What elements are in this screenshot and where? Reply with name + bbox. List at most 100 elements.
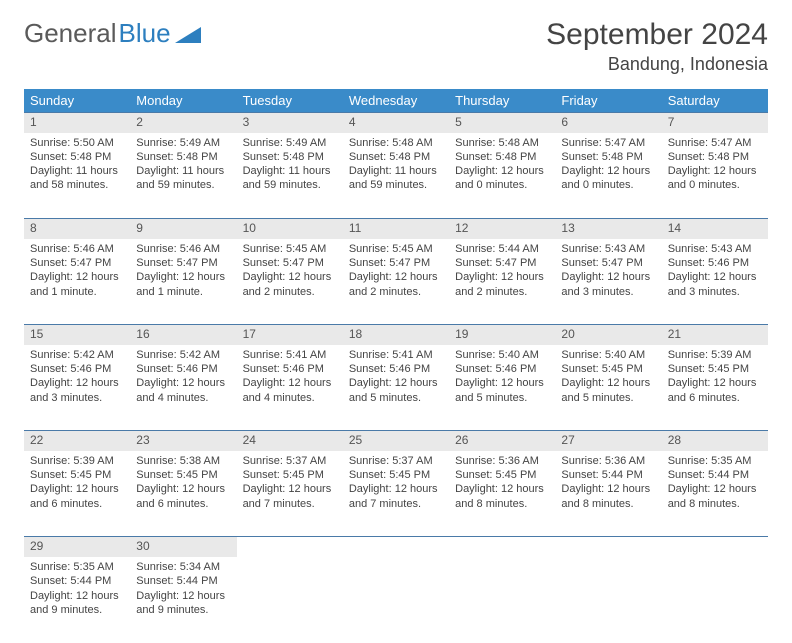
day-content-cell [662,557,768,643]
day-info-line: Sunrise: 5:37 AM [349,454,443,468]
day-info-line: Sunrise: 5:42 AM [136,348,230,362]
day-content-cell: Sunrise: 5:42 AMSunset: 5:46 PMDaylight:… [130,345,236,431]
day-content-cell: Sunrise: 5:45 AMSunset: 5:47 PMDaylight:… [237,239,343,325]
day-number-cell: 2 [130,113,236,133]
day-info-line: Sunset: 5:47 PM [243,256,337,270]
day-content-cell: Sunrise: 5:50 AMSunset: 5:48 PMDaylight:… [24,133,130,219]
day-info-line: Sunset: 5:45 PM [455,468,549,482]
day-number-row: 15161718192021 [24,325,768,345]
day-content-cell: Sunrise: 5:35 AMSunset: 5:44 PMDaylight:… [662,451,768,537]
day-content-cell: Sunrise: 5:41 AMSunset: 5:46 PMDaylight:… [237,345,343,431]
day-number-cell: 30 [130,537,236,557]
day-content-cell [555,557,661,643]
day-info-line: and 6 minutes. [30,497,124,511]
day-info-line: Sunrise: 5:34 AM [136,560,230,574]
day-number-cell: 26 [449,431,555,451]
logo-triangle-icon [175,25,201,43]
header: GeneralBlue September 2024 Bandung, Indo… [24,18,768,75]
day-info-line: and 5 minutes. [349,391,443,405]
day-info-line: Sunrise: 5:39 AM [668,348,762,362]
day-info-line: Sunset: 5:47 PM [30,256,124,270]
day-number-cell: 7 [662,113,768,133]
day-content-cell: Sunrise: 5:47 AMSunset: 5:48 PMDaylight:… [662,133,768,219]
day-info-line: Sunrise: 5:41 AM [349,348,443,362]
day-info-line: and 4 minutes. [136,391,230,405]
day-info-line: Sunset: 5:48 PM [30,150,124,164]
day-info-line: and 59 minutes. [243,178,337,192]
weekday-header: Sunday [24,89,130,113]
day-info-line: Sunrise: 5:49 AM [243,136,337,150]
day-content-cell: Sunrise: 5:38 AMSunset: 5:45 PMDaylight:… [130,451,236,537]
day-info-line: Sunset: 5:45 PM [136,468,230,482]
day-content-cell: Sunrise: 5:37 AMSunset: 5:45 PMDaylight:… [237,451,343,537]
day-number-row: 2930 [24,537,768,557]
day-content-cell: Sunrise: 5:48 AMSunset: 5:48 PMDaylight:… [343,133,449,219]
day-info-line: Sunrise: 5:41 AM [243,348,337,362]
day-info-line: Daylight: 11 hours [30,164,124,178]
day-info-line: Daylight: 12 hours [455,270,549,284]
day-number-cell: 4 [343,113,449,133]
day-info-line: Daylight: 12 hours [455,482,549,496]
day-number-cell [555,537,661,557]
day-info-line: Sunset: 5:48 PM [668,150,762,164]
day-content-cell: Sunrise: 5:46 AMSunset: 5:47 PMDaylight:… [130,239,236,325]
day-content-row: Sunrise: 5:39 AMSunset: 5:45 PMDaylight:… [24,451,768,537]
day-info-line: Sunset: 5:48 PM [561,150,655,164]
day-info-line: and 9 minutes. [136,603,230,617]
title-block: September 2024 Bandung, Indonesia [546,18,768,75]
day-content-cell [449,557,555,643]
day-number-cell: 16 [130,325,236,345]
day-number-cell: 8 [24,219,130,239]
day-info-line: Sunset: 5:48 PM [136,150,230,164]
day-info-line: Sunset: 5:44 PM [561,468,655,482]
day-content-cell: Sunrise: 5:40 AMSunset: 5:46 PMDaylight:… [449,345,555,431]
day-info-line: Sunrise: 5:45 AM [349,242,443,256]
day-info-line: Daylight: 11 hours [243,164,337,178]
day-info-line: Sunset: 5:47 PM [561,256,655,270]
weekday-header: Wednesday [343,89,449,113]
day-content-cell: Sunrise: 5:47 AMSunset: 5:48 PMDaylight:… [555,133,661,219]
day-info-line: Sunset: 5:46 PM [668,256,762,270]
day-number-cell: 12 [449,219,555,239]
day-info-line: Sunrise: 5:46 AM [136,242,230,256]
weekday-header-row: SundayMondayTuesdayWednesdayThursdayFrid… [24,89,768,113]
day-info-line: and 6 minutes. [136,497,230,511]
day-number-cell: 1 [24,113,130,133]
day-info-line: Sunrise: 5:49 AM [136,136,230,150]
day-content-cell [237,557,343,643]
day-content-cell: Sunrise: 5:40 AMSunset: 5:45 PMDaylight:… [555,345,661,431]
brand-part1: General [24,18,117,49]
day-content-cell: Sunrise: 5:48 AMSunset: 5:48 PMDaylight:… [449,133,555,219]
day-info-line: Sunrise: 5:43 AM [561,242,655,256]
day-info-line: Daylight: 12 hours [30,589,124,603]
day-info-line: and 0 minutes. [455,178,549,192]
day-info-line: and 0 minutes. [668,178,762,192]
day-info-line: Daylight: 11 hours [349,164,443,178]
day-info-line: and 4 minutes. [243,391,337,405]
day-content-cell: Sunrise: 5:36 AMSunset: 5:44 PMDaylight:… [555,451,661,537]
day-info-line: and 2 minutes. [455,285,549,299]
day-info-line: Sunrise: 5:39 AM [30,454,124,468]
day-info-line: Sunrise: 5:37 AM [243,454,337,468]
day-number-cell: 13 [555,219,661,239]
day-info-line: Daylight: 12 hours [561,376,655,390]
day-info-line: Daylight: 12 hours [561,482,655,496]
day-info-line: Daylight: 12 hours [455,164,549,178]
day-content-row: Sunrise: 5:42 AMSunset: 5:46 PMDaylight:… [24,345,768,431]
day-info-line: and 0 minutes. [561,178,655,192]
day-info-line: Sunrise: 5:47 AM [561,136,655,150]
brand-logo: GeneralBlue [24,18,201,49]
day-info-line: Sunset: 5:45 PM [668,362,762,376]
day-info-line: Daylight: 11 hours [136,164,230,178]
day-info-line: Sunrise: 5:38 AM [136,454,230,468]
day-number-cell: 5 [449,113,555,133]
day-info-line: Daylight: 12 hours [668,376,762,390]
day-info-line: and 8 minutes. [455,497,549,511]
day-info-line: and 1 minute. [30,285,124,299]
day-number-cell: 18 [343,325,449,345]
day-number-cell: 10 [237,219,343,239]
day-number-cell: 27 [555,431,661,451]
day-content-cell: Sunrise: 5:43 AMSunset: 5:47 PMDaylight:… [555,239,661,325]
day-content-cell: Sunrise: 5:39 AMSunset: 5:45 PMDaylight:… [662,345,768,431]
day-content-cell: Sunrise: 5:42 AMSunset: 5:46 PMDaylight:… [24,345,130,431]
